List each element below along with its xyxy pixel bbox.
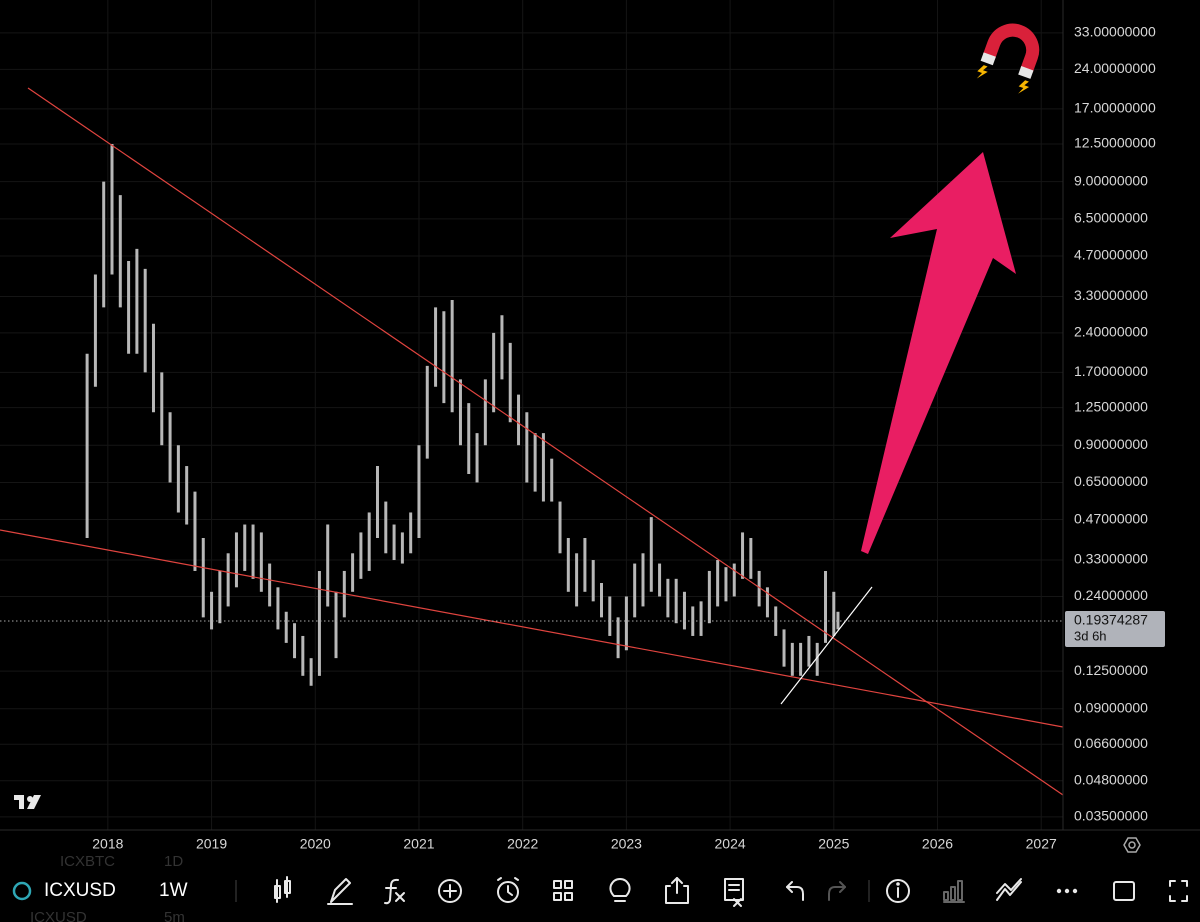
x-tick-label: 2025 xyxy=(818,836,849,852)
indicators-button[interactable] xyxy=(384,878,405,905)
window-button[interactable] xyxy=(1113,881,1135,901)
y-tick-label: 0.04800000 xyxy=(1074,771,1148,787)
trend-line xyxy=(780,586,873,705)
y-tick-label: 0.65000000 xyxy=(1074,473,1148,489)
more-button[interactable] xyxy=(1056,888,1078,894)
y-tick-label: 0.09000000 xyxy=(1074,699,1148,715)
bars xyxy=(85,144,840,686)
add-button[interactable] xyxy=(438,879,462,903)
compare-button[interactable] xyxy=(996,878,1022,901)
fullscreen-button[interactable] xyxy=(1169,880,1188,902)
axes: 0.03500000 0.04800000 0.06600000 0.09000000… xyxy=(0,24,1165,852)
x-tick-label: 2027 xyxy=(1026,836,1057,852)
trend-line xyxy=(0,529,1064,728)
draw-button[interactable] xyxy=(327,878,353,905)
watchlist-symbol: ICXUSD xyxy=(30,909,87,922)
undo-button[interactable] xyxy=(786,881,804,901)
x-tick-label: 2018 xyxy=(92,836,123,852)
settings-button[interactable] xyxy=(1123,837,1141,853)
x-tick-label: 2020 xyxy=(300,836,331,852)
interval[interactable]: 1W xyxy=(159,880,188,901)
magnet-icon xyxy=(976,23,1040,94)
financials-button[interactable] xyxy=(943,880,965,903)
layout-button[interactable] xyxy=(553,880,573,901)
watchlist-symbol: ICXBTC xyxy=(60,853,115,870)
y-tick-label: 0.90000000 xyxy=(1074,436,1148,452)
y-tick-label: 0.12500000 xyxy=(1074,662,1148,678)
y-tick-label: 0.33000000 xyxy=(1074,551,1148,567)
y-tick-label: 3.30000000 xyxy=(1074,287,1148,303)
symbol-icon xyxy=(12,881,32,901)
watchlist-interval: 1D xyxy=(164,853,183,870)
y-tick-label: 1.70000000 xyxy=(1074,363,1148,379)
y-tick-label: 0.06600000 xyxy=(1074,735,1148,751)
x-tick-label: 2026 xyxy=(922,836,953,852)
chart-type-button[interactable] xyxy=(274,876,291,903)
y-tick-label: 2.40000000 xyxy=(1074,324,1148,340)
info-button[interactable] xyxy=(886,879,910,903)
grid xyxy=(0,0,1063,830)
y-tick-label: 12.50000000 xyxy=(1074,135,1156,151)
trend-line xyxy=(27,87,1064,796)
y-tick-label: 4.70000000 xyxy=(1074,247,1148,263)
y-tick-label: 33.00000000 xyxy=(1074,24,1156,40)
y-tick-label: 6.50000000 xyxy=(1074,210,1148,226)
y-tick-label: 0.24000000 xyxy=(1074,587,1148,603)
last-price-label: 0.19374287 xyxy=(1074,612,1148,628)
last-price-box xyxy=(1065,610,1165,647)
redo-button[interactable] xyxy=(828,881,846,901)
y-tick-label: 17.00000000 xyxy=(1074,100,1156,116)
alert-button[interactable] xyxy=(497,877,519,903)
y-tick-label: 24.00000000 xyxy=(1074,60,1156,76)
symbol[interactable]: ICXUSD xyxy=(44,880,116,901)
watchlist: ICXBTC 1D ICXUSD 5m xyxy=(30,853,185,922)
countdown-label: 3d 6h xyxy=(1074,628,1107,643)
y-tick-label: 0.47000000 xyxy=(1074,510,1148,526)
tv-logo xyxy=(14,795,41,809)
ideas-button[interactable] xyxy=(609,878,631,902)
x-tick-label: 2022 xyxy=(507,836,538,852)
watchlist-interval: 5m xyxy=(164,909,185,922)
x-tick-label: 2023 xyxy=(611,836,642,852)
y-tick-label: 9.00000000 xyxy=(1074,172,1148,188)
news-button[interactable] xyxy=(724,878,744,907)
x-tick-label: 2021 xyxy=(403,836,434,852)
y-tick-label: 1.25000000 xyxy=(1074,398,1148,414)
x-tick-label: 2019 xyxy=(196,836,227,852)
arrow xyxy=(861,152,1016,554)
y-tick-label: 0.03500000 xyxy=(1074,808,1148,824)
share-button[interactable] xyxy=(665,877,689,904)
x-tick-label: 2024 xyxy=(715,836,746,852)
